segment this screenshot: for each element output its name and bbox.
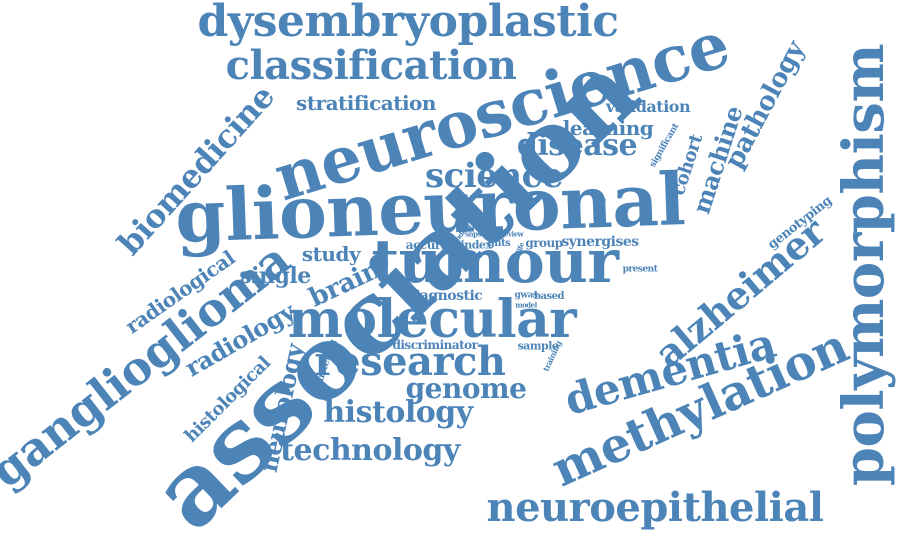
word-based: based xyxy=(534,291,564,302)
word-disease: disease xyxy=(516,128,638,163)
word-present: present xyxy=(622,264,658,275)
word-snps: snps xyxy=(465,229,481,239)
word-diagnostic: diagnostic xyxy=(405,288,483,304)
word-research: research xyxy=(314,338,506,385)
word-classification: classification xyxy=(225,42,517,89)
word-single: single xyxy=(239,263,311,289)
word-sample: sample xyxy=(517,339,559,353)
word-tumour: tumour xyxy=(371,227,619,297)
word-model: model xyxy=(515,300,537,310)
word-histology: histology xyxy=(323,395,473,430)
word-polymorphism: polymorphism xyxy=(831,43,897,487)
word-accurate: accurate xyxy=(405,238,461,252)
word-study: study xyxy=(301,242,361,266)
word-molecular: molecular xyxy=(287,289,577,350)
word-synergises: synergises xyxy=(561,234,639,250)
word-index: index xyxy=(460,238,492,252)
word-genome: genome xyxy=(405,372,527,405)
word-gwas: gwas xyxy=(514,290,538,301)
word-group: group xyxy=(525,236,563,250)
word-neuroepithelial: neuroepithelial xyxy=(486,484,825,531)
word-learning: learning xyxy=(562,116,654,140)
word-validation: validation xyxy=(605,97,691,116)
word-dysembryoplastic: dysembryoplastic xyxy=(197,0,619,47)
word-science: science xyxy=(425,156,563,196)
word-stratification: stratification xyxy=(296,91,436,115)
word-gnts: gnts xyxy=(487,238,511,249)
word-technology: technology xyxy=(280,433,460,468)
word-review: review xyxy=(500,229,524,239)
word-discriminator: discriminator xyxy=(392,338,478,352)
